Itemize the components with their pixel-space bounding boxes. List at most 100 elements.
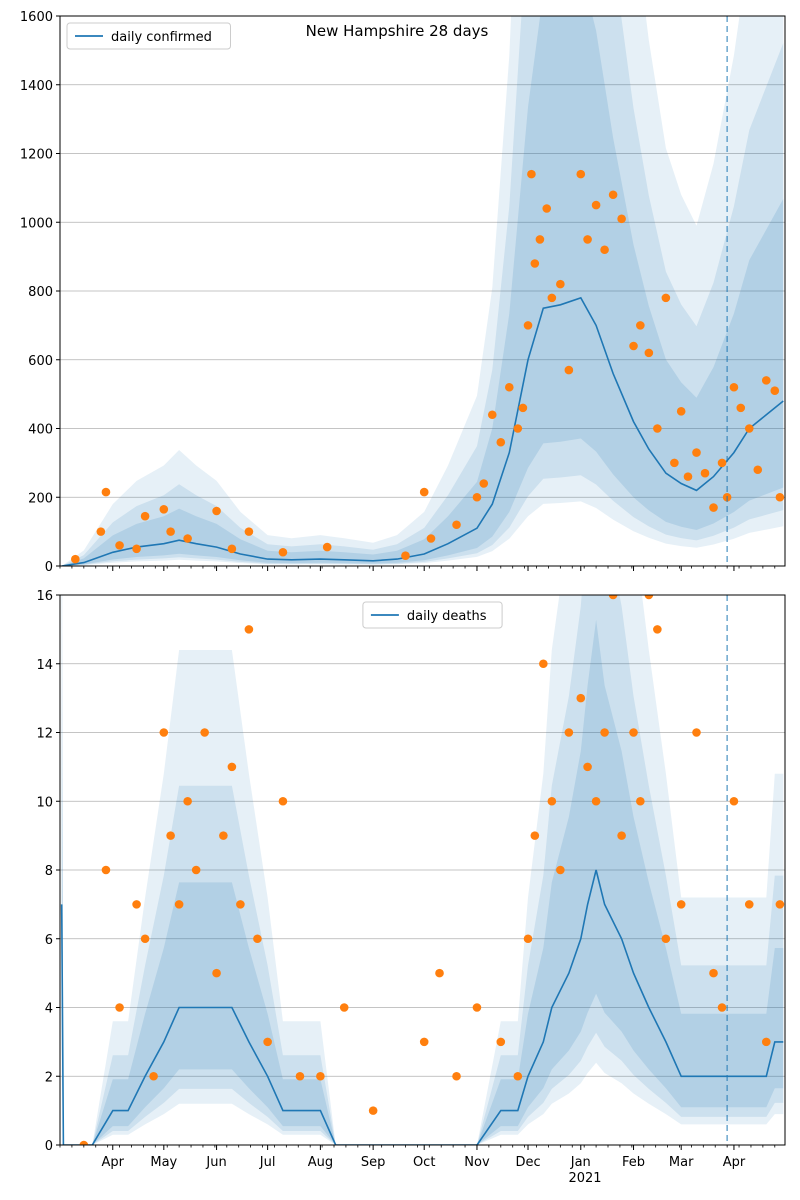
- data-point: [539, 659, 548, 669]
- data-point: [452, 520, 461, 530]
- data-point: [479, 479, 489, 488]
- data-point: [504, 382, 514, 392]
- y-tick-label: 6: [45, 933, 53, 948]
- y-tick-label: 1200: [20, 148, 53, 163]
- data-point: [368, 1106, 378, 1115]
- data-point: [518, 403, 528, 413]
- uncertainty-band: [61, 16, 784, 566]
- legend: daily confirmed: [66, 22, 231, 50]
- data-point: [661, 934, 671, 944]
- data-point: [435, 968, 444, 978]
- x-tick-label: Apr: [102, 1155, 125, 1170]
- data-point: [676, 900, 686, 909]
- x-tick-label: Sep: [361, 1155, 386, 1170]
- data-point: [212, 506, 221, 516]
- data-point: [278, 796, 288, 806]
- y-tick-label: 800: [28, 285, 53, 300]
- x-tick-label: May: [150, 1155, 177, 1170]
- data-point: [591, 200, 601, 210]
- data-point: [426, 534, 436, 543]
- x-tick-label: Jan: [570, 1155, 591, 1170]
- data-point: [600, 728, 609, 737]
- y-tick-label: 1000: [20, 216, 53, 231]
- y-tick-label: 4: [45, 1002, 53, 1017]
- data-point: [419, 487, 429, 497]
- legend-label: daily deaths: [407, 609, 487, 624]
- y-tick-label: 8: [45, 864, 53, 879]
- x-tick-label: Jun: [205, 1155, 226, 1170]
- data-point: [496, 437, 506, 447]
- data-point: [159, 728, 169, 737]
- data-point: [692, 728, 701, 737]
- data-point: [295, 1071, 305, 1081]
- plot-area: [60, 16, 785, 566]
- data-point: [513, 424, 523, 433]
- series-line-daily-deaths: [60, 869, 784, 1145]
- data-point: [278, 547, 288, 557]
- data-point: [530, 259, 540, 268]
- data-point: [583, 235, 592, 244]
- data-point: [636, 796, 645, 806]
- data-point: [576, 169, 586, 179]
- data-point: [547, 796, 557, 806]
- x-tick-label: Oct: [413, 1155, 435, 1170]
- data-point: [227, 544, 237, 554]
- y-tick-label: 12: [36, 727, 53, 742]
- data-point: [542, 204, 552, 213]
- y-tick-label: 1600: [20, 10, 53, 25]
- data-point: [472, 1003, 482, 1012]
- data-point: [709, 503, 718, 512]
- data-point: [775, 492, 785, 502]
- data-point: [530, 831, 540, 840]
- data-point: [556, 865, 565, 875]
- y-tick-label: 200: [28, 491, 53, 506]
- x-tick-label: Dec: [515, 1155, 540, 1170]
- data-point: [401, 551, 410, 560]
- uncertainty-band: [61, 619, 784, 1145]
- data-point: [253, 934, 262, 944]
- data-point: [709, 968, 718, 978]
- data-point: [564, 365, 574, 375]
- y-tick-label: 1400: [20, 79, 53, 94]
- data-point: [452, 1071, 461, 1081]
- y-tick-label: 16: [36, 589, 53, 604]
- data-point: [219, 831, 228, 840]
- data-point: [496, 1037, 506, 1047]
- legend-box: [362, 601, 503, 629]
- data-point: [96, 527, 106, 536]
- data-point: [487, 410, 497, 420]
- data-point: [670, 458, 679, 468]
- data-point: [583, 762, 592, 772]
- data-point: [692, 448, 701, 457]
- data-point: [166, 831, 175, 840]
- data-point: [761, 1037, 771, 1047]
- data-point: [547, 293, 557, 303]
- data-point: [183, 796, 192, 806]
- series-line-daily-confirmed: [61, 296, 784, 566]
- data-point: [717, 1003, 727, 1012]
- data-point: [191, 865, 201, 875]
- data-point: [140, 511, 150, 521]
- legend-box: [66, 22, 231, 50]
- data-point: [729, 796, 739, 806]
- data-point: [717, 458, 727, 468]
- data-point: [79, 1140, 89, 1145]
- data-point: [683, 472, 693, 481]
- data-point: [600, 245, 609, 255]
- data-point: [608, 190, 618, 200]
- data-point: [608, 595, 618, 600]
- data-point: [744, 900, 754, 909]
- data-point: [149, 1071, 158, 1081]
- data-point: [183, 534, 192, 543]
- data-point: [472, 492, 482, 502]
- deaths-chart: 0 2 4 6 8 10 12 14 16 Apr May Jun Jul Aug Sep Oct Nov Dec…: [36, 589, 786, 1170]
- data-point: [174, 900, 184, 909]
- data-point: [653, 424, 662, 433]
- x-tick-label: Apr: [723, 1155, 746, 1170]
- data-point: [591, 796, 601, 806]
- x-tick-label: Feb: [622, 1155, 645, 1170]
- data-point: [263, 1037, 272, 1047]
- y-tick-label: 14: [36, 658, 53, 673]
- chart-title: New Hampshire 28 days: [306, 22, 489, 40]
